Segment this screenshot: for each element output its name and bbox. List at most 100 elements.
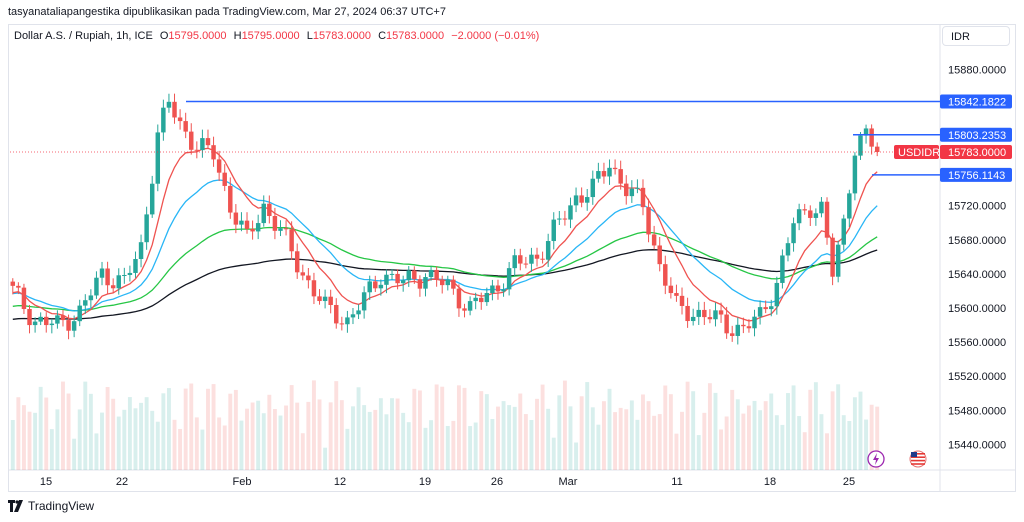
candle-body (663, 264, 668, 286)
volume-bar (94, 433, 99, 470)
volume-bar (875, 406, 880, 470)
volume-bar (334, 381, 339, 470)
flag-canton (911, 452, 917, 457)
candle-body (110, 285, 116, 289)
flag-stripe (911, 456, 925, 458)
volume-bar (730, 389, 735, 470)
candle-body (345, 317, 350, 325)
volume-bar (233, 389, 238, 470)
volume-bar (105, 386, 110, 470)
volume-bar (507, 405, 512, 470)
volume-bar (473, 422, 478, 470)
volume-bar (540, 384, 545, 470)
volume-bar (127, 397, 132, 470)
volume-bar (652, 415, 657, 470)
candle-body (874, 146, 880, 153)
volume-bar (786, 393, 790, 470)
candle-body (306, 275, 311, 281)
volume-bar (183, 388, 188, 470)
candle-body (624, 183, 629, 197)
x-tick-label: 26 (491, 476, 503, 488)
last-price-symbol: USDIDR (898, 147, 940, 159)
volume-bar (267, 394, 272, 470)
candle-body (540, 258, 545, 260)
volume-bar (27, 411, 32, 470)
currency-button[interactable]: IDR (942, 26, 1010, 46)
volume-bar (685, 381, 690, 470)
volume-bar (122, 409, 127, 470)
candle-body (83, 300, 88, 306)
candle-body (601, 171, 607, 177)
volume-bar (228, 393, 233, 470)
footer: TradingView (8, 499, 94, 513)
volume-bar (61, 381, 65, 470)
candle-body (490, 285, 495, 294)
candle-body (406, 270, 411, 281)
candle-body (785, 243, 791, 256)
candle-body (27, 309, 32, 326)
candle-body (612, 167, 618, 170)
ema-line (12, 147, 878, 322)
candle-body (60, 315, 66, 321)
lightning-icon-bolt (873, 453, 879, 465)
volume-bar (111, 398, 116, 470)
volume-bar (752, 400, 757, 470)
candle-body (216, 159, 222, 173)
x-tick-label: Mar (559, 476, 578, 488)
volume-bar (501, 401, 506, 470)
volume-bar (479, 391, 484, 470)
candle-body (194, 149, 200, 151)
volume-bar (55, 409, 60, 470)
volume-bar (77, 409, 82, 470)
volume-bar (434, 384, 439, 470)
candle-body (640, 187, 646, 208)
candle-body (428, 269, 434, 278)
candle-body (228, 185, 233, 213)
volume-bar (445, 425, 450, 470)
volume-bar (300, 433, 305, 470)
volume-bar (367, 411, 372, 470)
candle-body (200, 138, 205, 151)
candle-body (584, 197, 590, 203)
volume-bar (746, 405, 751, 470)
legend-low-value: 15783.0000 (312, 30, 371, 42)
volume-bar (21, 405, 26, 470)
volume-bar (33, 412, 38, 470)
candle-body (869, 128, 874, 147)
volume-bar (830, 391, 835, 470)
volume-bar (261, 413, 266, 470)
candle-body (250, 228, 255, 232)
volume-bar (222, 425, 227, 470)
candle-body (211, 145, 216, 160)
candle-body (434, 269, 439, 280)
volume-bar (295, 402, 300, 470)
volume-bar (88, 393, 93, 470)
candle-body (395, 273, 400, 284)
candle-body (99, 268, 105, 278)
candle-body (389, 273, 395, 275)
candle-body (523, 263, 529, 265)
volume-bar (496, 406, 500, 470)
volume-bar (384, 414, 389, 470)
ema-line (12, 179, 878, 312)
candle-body (763, 307, 768, 310)
volume-bar (139, 402, 144, 470)
candle-body (802, 209, 807, 211)
volume-bar (663, 385, 668, 470)
candle-body (71, 321, 77, 331)
volume-bar (172, 419, 177, 470)
volume-bar (417, 390, 422, 470)
price-level-tag (940, 94, 1012, 109)
volume-bar (869, 404, 874, 470)
footer-brand: TradingView (28, 499, 95, 513)
candle-body (283, 228, 289, 230)
candle-body (189, 131, 194, 150)
volume-bar (311, 380, 316, 470)
volume-bar (758, 410, 763, 470)
volume-bar (763, 401, 768, 470)
volume-bar (284, 405, 289, 470)
volume-bar (245, 408, 249, 470)
legend-symbol: Dollar A.S. / Rupiah, 1h, ICE (14, 30, 153, 42)
volume-bar (378, 398, 383, 470)
